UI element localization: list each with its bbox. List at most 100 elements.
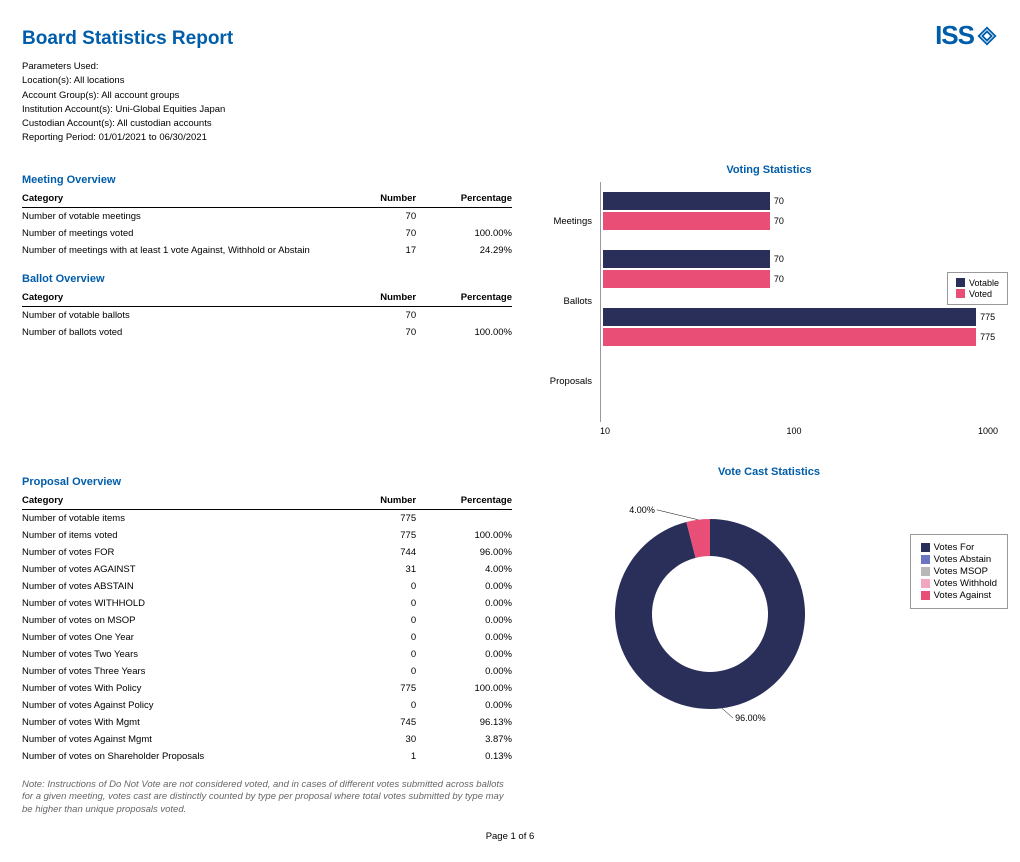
x-tick: 1000 xyxy=(978,426,998,436)
cell-category: Number of votes WITHHOLD xyxy=(22,595,320,612)
cell-percentage: 100.00% xyxy=(416,527,512,544)
legend-label: Votes Withhold xyxy=(934,578,997,589)
legend-label: Votes For xyxy=(934,542,975,553)
table-row: Number of items voted 775 100.00% xyxy=(22,527,512,544)
cell-category: Number of votes AGAINST xyxy=(22,561,320,578)
legend-swatch xyxy=(921,567,930,576)
cell-category: Number of votes Against Mgmt xyxy=(22,731,320,748)
table-row: Number of votes on Shareholder Proposals… xyxy=(22,748,512,765)
cell-category: Number of votes With Policy xyxy=(22,680,320,697)
bar-chart-x-axis: 10 100 1000 xyxy=(600,422,998,436)
cell-number: 70 xyxy=(320,306,416,324)
cell-percentage: 3.87% xyxy=(416,731,512,748)
cell-category: Number of votes Against Policy xyxy=(22,697,320,714)
bar: 70 xyxy=(603,250,998,268)
cell-category: Number of items voted xyxy=(22,527,320,544)
table-row: Number of meetings voted 70 100.00% xyxy=(22,225,512,242)
donut-callout: 96.00% xyxy=(735,713,766,723)
bar: 70 xyxy=(603,192,998,210)
table-row: Number of votable items 775 xyxy=(22,509,512,527)
bar: 775 xyxy=(603,328,998,346)
bar-value: 70 xyxy=(774,254,784,264)
cell-category: Number of votes With Mgmt xyxy=(22,714,320,731)
cell-category: Number of votes One Year xyxy=(22,629,320,646)
legend-swatch xyxy=(921,555,930,564)
table-row: Number of votes Two Years 0 0.00% xyxy=(22,646,512,663)
cell-category: Number of votes on Shareholder Proposals xyxy=(22,748,320,765)
table-row: Number of votable meetings 70 xyxy=(22,207,512,225)
legend-row: Votes For xyxy=(921,542,997,553)
table-row: Number of votes WITHHOLD 0 0.00% xyxy=(22,595,512,612)
param-line: Account Group(s): All account groups xyxy=(22,89,998,103)
proposal-overview-table: Category Number Percentage Number of vot… xyxy=(22,492,512,765)
bar-value: 775 xyxy=(980,312,995,322)
bar-category-label: Proposals xyxy=(540,357,600,407)
bar: 70 xyxy=(603,270,998,288)
table-row: Number of votes Against Mgmt 30 3.87% xyxy=(22,731,512,748)
param-line: Custodian Account(s): All custodian acco… xyxy=(22,117,998,131)
cell-number: 17 xyxy=(320,242,416,259)
meeting-overview-title: Meeting Overview xyxy=(22,174,512,186)
cell-category: Number of votes Three Years xyxy=(22,663,320,680)
cell-number: 775 xyxy=(320,509,416,527)
legend-swatch xyxy=(921,543,930,552)
legend-label: Voted xyxy=(969,289,992,299)
logo-text: ISS xyxy=(935,20,974,51)
cell-number: 0 xyxy=(320,578,416,595)
ballot-overview-title: Ballot Overview xyxy=(22,273,512,285)
col-percentage: Percentage xyxy=(416,492,512,510)
cell-category: Number of meetings with at least 1 vote … xyxy=(22,242,320,259)
cell-percentage: 96.13% xyxy=(416,714,512,731)
cell-number: 1 xyxy=(320,748,416,765)
cell-category: Number of votable meetings xyxy=(22,207,320,225)
legend-row: Votes Against xyxy=(921,590,997,601)
cell-category: Number of ballots voted xyxy=(22,324,320,341)
bar-category-label: Meetings xyxy=(540,197,600,247)
bar-value: 775 xyxy=(980,332,995,342)
meeting-overview-table: Category Number Percentage Number of vot… xyxy=(22,190,512,259)
params-label: Parameters Used: xyxy=(22,60,998,74)
vote-cast-chart: 96.00%4.00% Votes ForVotes AbstainVotes … xyxy=(540,484,998,734)
param-line: Location(s): All locations xyxy=(22,74,998,88)
cell-number: 0 xyxy=(320,612,416,629)
cell-category: Number of votes ABSTAIN xyxy=(22,578,320,595)
x-tick: 10 xyxy=(600,426,610,436)
cell-percentage: 4.00% xyxy=(416,561,512,578)
table-row: Number of meetings with at least 1 vote … xyxy=(22,242,512,259)
col-number: Number xyxy=(320,190,416,208)
page-title: Board Statistics Report xyxy=(22,28,233,50)
cell-percentage: 0.00% xyxy=(416,595,512,612)
table-row: Number of votes With Policy 775 100.00% xyxy=(22,680,512,697)
legend-label: Votes Against xyxy=(934,590,992,601)
cell-percentage xyxy=(416,509,512,527)
legend-swatch xyxy=(921,579,930,588)
col-category: Category xyxy=(22,190,320,208)
cell-percentage: 0.00% xyxy=(416,629,512,646)
table-row: Number of votes AGAINST 31 4.00% xyxy=(22,561,512,578)
bar-value: 70 xyxy=(774,196,784,206)
proposal-overview-title: Proposal Overview xyxy=(22,476,512,488)
cell-number: 31 xyxy=(320,561,416,578)
cell-percentage: 0.00% xyxy=(416,663,512,680)
iss-logo: ISS xyxy=(935,20,998,51)
cell-number: 775 xyxy=(320,527,416,544)
col-category: Category xyxy=(22,492,320,510)
bar-category-label: Ballots xyxy=(540,277,600,327)
cell-category: Number of meetings voted xyxy=(22,225,320,242)
cell-category: Number of votes on MSOP xyxy=(22,612,320,629)
cell-percentage: 0.00% xyxy=(416,697,512,714)
col-percentage: Percentage xyxy=(416,289,512,307)
table-row: Number of votes Against Policy 0 0.00% xyxy=(22,697,512,714)
page-footer: Page 1 of 6 xyxy=(22,831,998,842)
cell-percentage: 100.00% xyxy=(416,225,512,242)
cell-number: 30 xyxy=(320,731,416,748)
legend-label: Votable xyxy=(969,278,999,288)
table-row: Number of votes FOR 744 96.00% xyxy=(22,544,512,561)
legend-label: Votes MSOP xyxy=(934,566,988,577)
param-line: Institution Account(s): Uni-Global Equit… xyxy=(22,103,998,117)
legend-label: Votes Abstain xyxy=(934,554,992,565)
cell-number: 744 xyxy=(320,544,416,561)
cell-percentage: 0.00% xyxy=(416,612,512,629)
cell-percentage: 0.00% xyxy=(416,578,512,595)
cell-number: 0 xyxy=(320,595,416,612)
